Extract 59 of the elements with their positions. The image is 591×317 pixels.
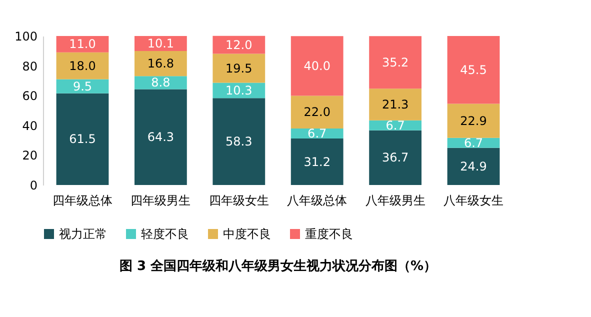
bar xyxy=(290,96,344,129)
bar xyxy=(447,36,500,104)
data-label: 11.0 xyxy=(69,37,96,52)
data-label: 24.9 xyxy=(460,159,487,174)
y-tick-label: 40 xyxy=(22,118,38,133)
data-label: 21.3 xyxy=(382,97,409,112)
text: 图 3 全国四年级和八年级男女生视力状况分布图（%） xyxy=(119,258,437,274)
y-tick-label: 0 xyxy=(30,178,38,192)
x-tick-label: 八年级女生 xyxy=(444,194,504,208)
bar xyxy=(134,36,187,52)
data-label: 12.0 xyxy=(226,38,252,52)
data-label: 18.0 xyxy=(69,58,96,73)
data-label: 36.7 xyxy=(382,150,409,165)
bar xyxy=(56,93,109,185)
x-tick-label: 四年级男生 xyxy=(130,194,191,208)
data-label: 22.9 xyxy=(460,114,487,128)
bar xyxy=(369,36,422,89)
bar xyxy=(447,104,500,138)
legend-label: 重度不良 xyxy=(305,227,353,241)
bar xyxy=(290,138,344,185)
data-label: 9.5 xyxy=(72,79,92,94)
y-tick-label: 20 xyxy=(22,148,38,163)
y-tick-label: 100 xyxy=(14,30,38,44)
data-label: 61.5 xyxy=(69,132,96,146)
bar xyxy=(369,88,422,120)
bar xyxy=(290,36,344,96)
bar xyxy=(56,52,109,80)
y-tick-label: 60 xyxy=(22,89,38,104)
bar xyxy=(369,130,422,185)
x-tick-label: 八年级男生 xyxy=(365,194,426,208)
data-label: 8.8 xyxy=(151,76,170,90)
x-tick-label: 四年级女生 xyxy=(208,194,269,208)
legend-label: 轻度不良 xyxy=(141,227,189,241)
bar xyxy=(56,36,109,52)
data-label: 35.2 xyxy=(382,55,409,70)
legend-label: 视力正常 xyxy=(59,227,107,241)
bar xyxy=(447,148,500,185)
bar xyxy=(134,51,187,76)
data-label: 10.1 xyxy=(147,36,174,51)
x-tick-label: 四年级总体 xyxy=(52,194,112,208)
y-tick-label: 80 xyxy=(22,59,38,74)
data-label: 19.5 xyxy=(226,61,252,76)
bar xyxy=(212,54,266,83)
bar xyxy=(212,98,266,185)
bar xyxy=(134,89,187,185)
data-label: 16.8 xyxy=(147,56,174,71)
legend-label: 中度不良 xyxy=(223,227,271,241)
data-label: 6.7 xyxy=(386,118,405,132)
data-label: 22.0 xyxy=(304,105,330,120)
bar xyxy=(56,79,109,94)
data-label: 6.7 xyxy=(464,136,484,150)
data-label: 58.3 xyxy=(226,134,252,149)
data-label: 45.5 xyxy=(460,62,487,77)
data-label: 31.2 xyxy=(304,154,330,169)
data-label: 10.3 xyxy=(226,83,252,98)
data-label: 64.3 xyxy=(147,130,174,144)
data-label: 40.0 xyxy=(304,58,330,73)
data-label: 6.7 xyxy=(308,126,327,141)
x-tick-label: 八年级总体 xyxy=(287,194,348,208)
